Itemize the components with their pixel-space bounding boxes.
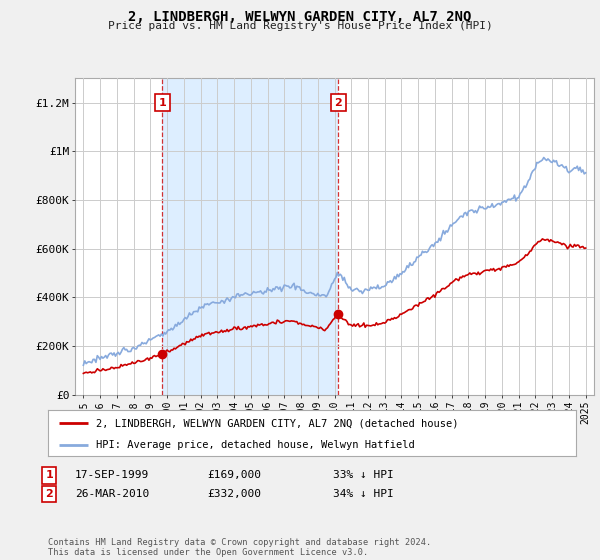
Text: Price paid vs. HM Land Registry's House Price Index (HPI): Price paid vs. HM Land Registry's House … [107, 21, 493, 31]
Text: 1: 1 [46, 470, 53, 480]
Bar [163, 78, 338, 395]
Text: 17-SEP-1999: 17-SEP-1999 [75, 470, 149, 480]
Text: £169,000: £169,000 [207, 470, 261, 480]
Text: 2: 2 [46, 489, 53, 499]
Text: HPI: Average price, detached house, Welwyn Hatfield: HPI: Average price, detached house, Welw… [95, 440, 414, 450]
Text: 2, LINDBERGH, WELWYN GARDEN CITY, AL7 2NQ (detached house): 2, LINDBERGH, WELWYN GARDEN CITY, AL7 2N… [95, 418, 458, 428]
Text: 2, LINDBERGH, WELWYN GARDEN CITY, AL7 2NQ: 2, LINDBERGH, WELWYN GARDEN CITY, AL7 2N… [128, 10, 472, 24]
Text: 26-MAR-2010: 26-MAR-2010 [75, 489, 149, 499]
Text: £332,000: £332,000 [207, 489, 261, 499]
Text: 34% ↓ HPI: 34% ↓ HPI [333, 489, 394, 499]
Text: 2: 2 [334, 98, 342, 108]
Text: 33% ↓ HPI: 33% ↓ HPI [333, 470, 394, 480]
Text: 1: 1 [158, 98, 166, 108]
Text: Contains HM Land Registry data © Crown copyright and database right 2024.
This d: Contains HM Land Registry data © Crown c… [48, 538, 431, 557]
